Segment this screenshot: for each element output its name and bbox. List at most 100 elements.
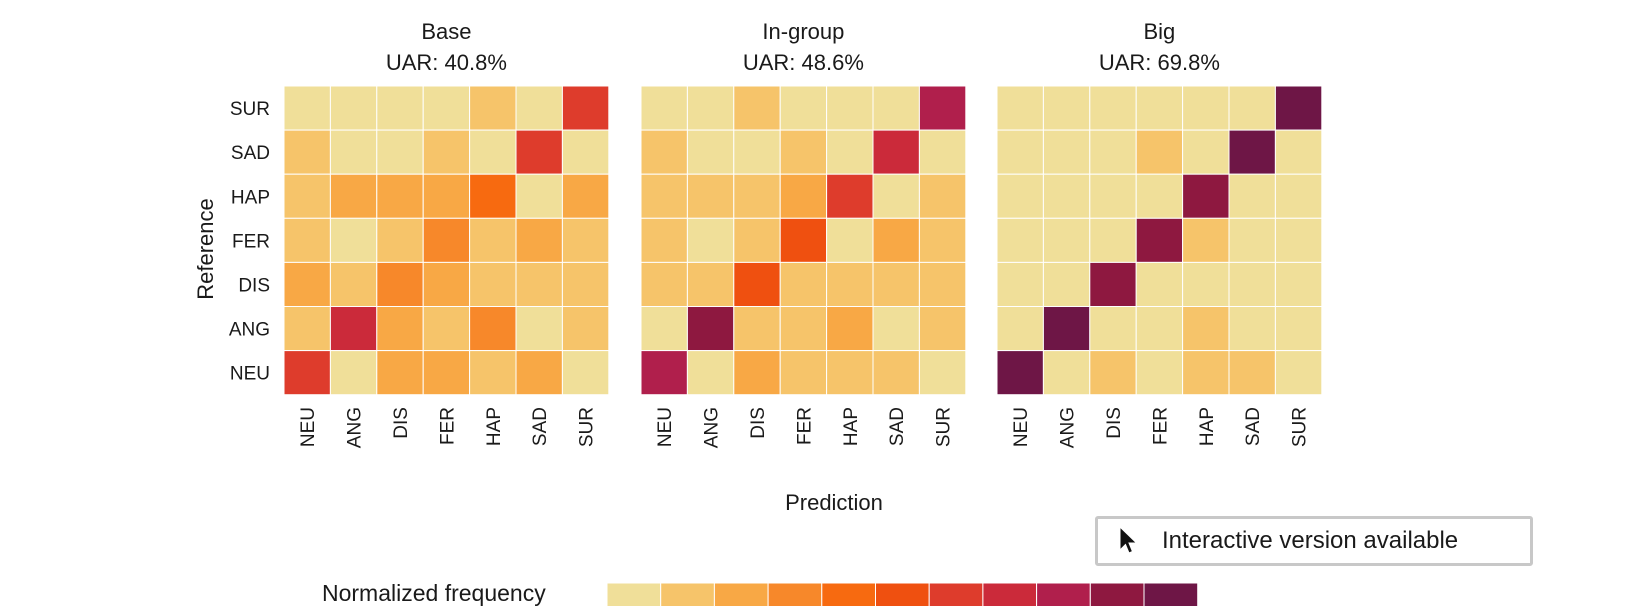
heatmap-cell xyxy=(1135,306,1184,352)
x-tick-label: HAP xyxy=(484,407,505,446)
heatmap-cell xyxy=(1135,129,1184,175)
x-tick-label: ANG xyxy=(1058,407,1079,448)
x-tick-label: ANG xyxy=(702,407,723,448)
heatmap-cell xyxy=(283,217,331,263)
heatmap-cell xyxy=(1042,261,1091,307)
heatmap-cell xyxy=(996,85,1044,131)
heatmap-panel: In-group UAR: 48.6% NEU ANG DIS FER HAP SAD SUR xyxy=(640,19,967,448)
heatmap-cell xyxy=(329,350,378,396)
heatmap-cell xyxy=(1228,261,1276,307)
x-tick-label: SAD xyxy=(887,407,908,446)
heatmap-cell xyxy=(561,129,610,175)
heatmap-cell xyxy=(1135,217,1184,263)
heatmap-cell xyxy=(561,217,610,263)
x-tick-label: SUR xyxy=(934,407,955,447)
heatmap-cell xyxy=(1089,350,1137,396)
heatmap-cell xyxy=(1274,217,1323,263)
x-tick-label: SUR xyxy=(577,407,598,447)
y-tick-label: SUR xyxy=(230,99,270,120)
heatmap-cell xyxy=(640,85,688,131)
legend-swatch xyxy=(928,582,984,606)
heatmap-cell xyxy=(1089,129,1137,175)
heatmap-cell xyxy=(283,261,331,307)
heatmap-cell xyxy=(1228,306,1276,352)
heatmap-cell xyxy=(469,173,517,219)
heatmap-cell xyxy=(1042,129,1091,175)
heatmap-cell xyxy=(779,85,828,131)
heatmap-cell xyxy=(283,350,331,396)
heatmap-cell xyxy=(329,306,378,352)
heatmap-cell xyxy=(1274,173,1323,219)
heatmap-cell xyxy=(996,129,1044,175)
heatmap-cell xyxy=(1228,129,1276,175)
heatmap-cell xyxy=(329,85,378,131)
y-tick-label: HAP xyxy=(231,187,270,208)
heatmap-cell xyxy=(515,217,563,263)
heatmap-cell xyxy=(779,217,828,263)
heatmap-cell xyxy=(733,173,781,219)
heatmap-cell xyxy=(329,173,378,219)
interactive-version-button[interactable]: Interactive version available xyxy=(1095,516,1533,566)
heatmap-cell xyxy=(1135,261,1184,307)
heatmap-cell xyxy=(1182,261,1230,307)
heatmap-cell xyxy=(779,129,828,175)
legend-swatch xyxy=(982,582,1038,606)
heatmap-cell xyxy=(1182,350,1230,396)
heatmap-cell xyxy=(779,173,828,219)
heatmap-cell xyxy=(561,350,610,396)
heatmap-cell xyxy=(1182,217,1230,263)
heatmap-cell xyxy=(561,173,610,219)
interactive-version-label: Interactive version available xyxy=(1162,527,1459,554)
heatmap-cell xyxy=(422,85,471,131)
heatmap-cell xyxy=(1042,173,1091,219)
heatmap-cell xyxy=(1042,350,1091,396)
y-tick-label: FER xyxy=(232,231,270,252)
heatmap-cell xyxy=(918,129,967,175)
heatmap-cell xyxy=(561,261,610,307)
heatmap-cell xyxy=(872,261,920,307)
heatmap-cell xyxy=(422,350,471,396)
heatmap-cell xyxy=(826,261,874,307)
heatmap-cell xyxy=(733,261,781,307)
heatmap-cell xyxy=(376,306,424,352)
heatmap-cell xyxy=(1228,85,1276,131)
heatmap-cell xyxy=(469,261,517,307)
legend-swatch xyxy=(1036,582,1091,606)
panel-title: In-group xyxy=(762,19,844,44)
heatmap-panel: Big UAR: 69.8% NEU ANG DIS FER HAP SAD SUR xyxy=(996,19,1323,448)
x-tick-label: HAP xyxy=(841,407,862,446)
x-tick-label: HAP xyxy=(1197,407,1218,446)
heatmap-cell xyxy=(515,173,563,219)
x-tick-label: SAD xyxy=(530,407,551,446)
heatmap-cell xyxy=(826,129,874,175)
heatmap-panels: Base UAR: 40.8% SUR SAD HAP FER DIS ANG NEU NEU AN… xyxy=(229,19,1323,448)
panel-subtitle: UAR: 48.6% xyxy=(743,50,864,75)
heatmap-cell xyxy=(515,350,563,396)
heatmap-cell xyxy=(1089,217,1137,263)
heatmap-cell xyxy=(996,261,1044,307)
x-tick-label: ANG xyxy=(345,407,366,448)
legend-swatch xyxy=(821,582,876,606)
heatmap-cell xyxy=(733,85,781,131)
legend-swatch xyxy=(767,582,823,606)
panel-subtitle: UAR: 69.8% xyxy=(1099,50,1220,75)
x-tick-label: FER xyxy=(1150,407,1171,445)
heatmap-cell xyxy=(1135,85,1184,131)
heatmap-cell xyxy=(733,350,781,396)
heatmap-cell xyxy=(826,306,874,352)
heatmap-cell xyxy=(779,350,828,396)
heatmap-cell xyxy=(422,217,471,263)
legend-colorbar xyxy=(606,582,1199,606)
legend-swatch xyxy=(1089,582,1145,606)
x-tick-label: DIS xyxy=(1104,407,1125,439)
heatmap-cell xyxy=(640,261,688,307)
legend-swatch xyxy=(660,582,715,606)
heatmap-cell xyxy=(1274,350,1323,396)
heatmap-cell xyxy=(422,129,471,175)
heatmap-cell xyxy=(686,173,735,219)
heatmap-cell xyxy=(376,85,424,131)
heatmap-cell xyxy=(872,217,920,263)
heatmap-cell xyxy=(283,129,331,175)
heatmap-cell xyxy=(1089,306,1137,352)
heatmap-cell xyxy=(1274,261,1323,307)
